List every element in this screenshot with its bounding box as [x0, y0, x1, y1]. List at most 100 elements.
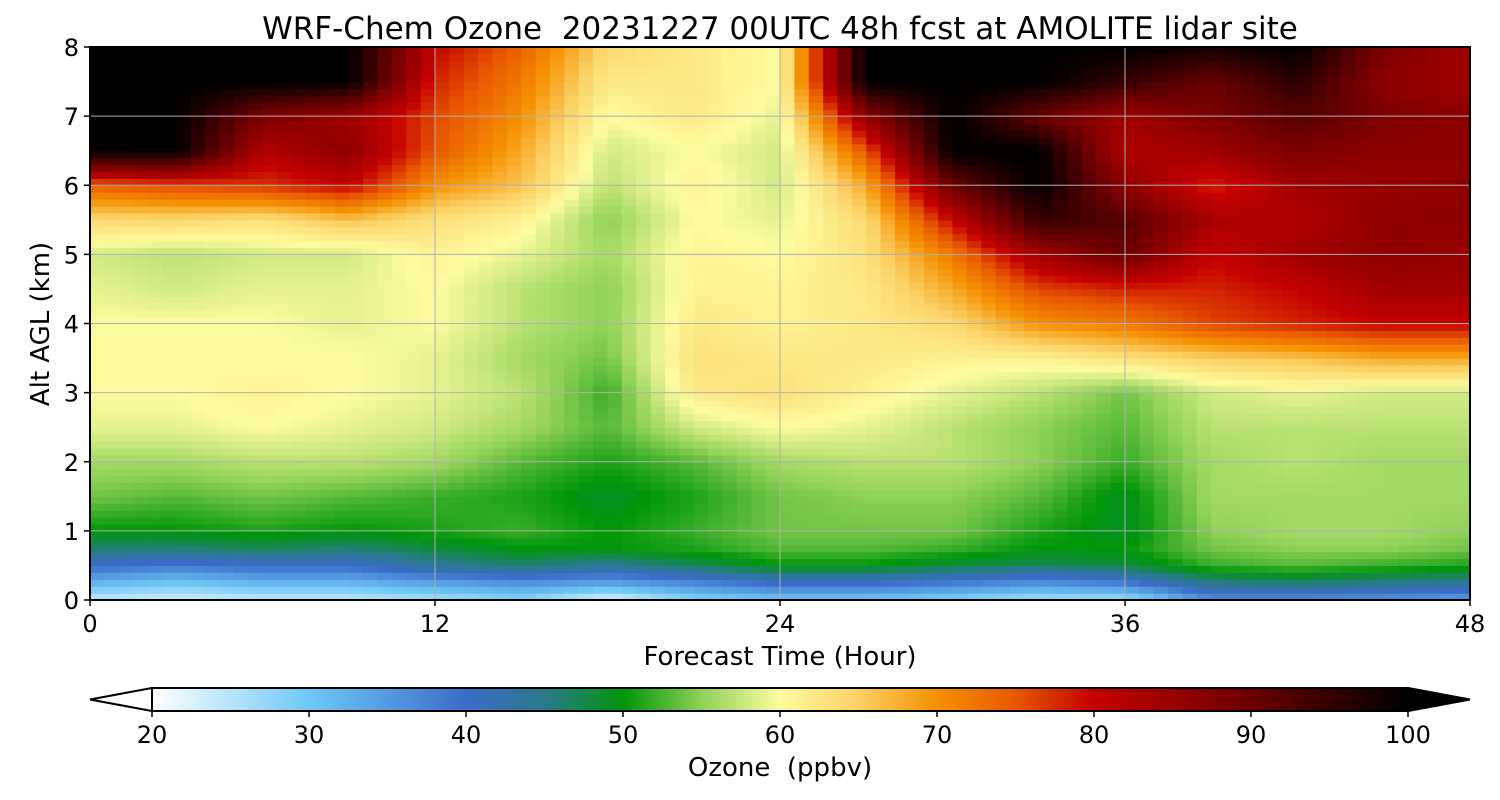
heatmap-cell	[1240, 503, 1255, 511]
heatmap-cell	[1326, 309, 1342, 318]
heatmap-cell	[147, 544, 163, 553]
heatmap-cell	[1297, 468, 1313, 477]
heatmap-cell	[435, 441, 450, 449]
heatmap-cell	[938, 309, 954, 318]
heatmap-cell	[535, 268, 551, 276]
heatmap-cell	[636, 282, 652, 290]
heatmap-cell	[1340, 413, 1356, 421]
heatmap-cell	[492, 523, 508, 532]
heatmap-cell	[665, 503, 680, 511]
heatmap-cell	[1168, 530, 1184, 539]
heatmap-cell	[621, 586, 637, 594]
heatmap-cell	[320, 344, 335, 352]
heatmap-cell	[219, 247, 235, 255]
heatmap-cell	[1398, 385, 1414, 394]
heatmap-cell	[1426, 551, 1442, 560]
heatmap-cell	[550, 565, 565, 573]
heatmap-cell	[1283, 351, 1299, 359]
heatmap-cell	[564, 254, 580, 262]
heatmap-cell	[578, 468, 594, 477]
heatmap-cell	[679, 447, 695, 456]
heatmap-cell	[966, 371, 982, 380]
heatmap-cell	[205, 302, 220, 311]
heatmap-cell	[1297, 337, 1313, 345]
heatmap-cell	[966, 288, 982, 297]
heatmap-cell	[521, 399, 537, 408]
heatmap-cell	[780, 593, 795, 601]
heatmap-cell	[1412, 530, 1428, 539]
heatmap-cell	[981, 565, 997, 573]
heatmap-cell	[1010, 275, 1025, 283]
heatmap-cell	[880, 240, 896, 249]
heatmap-cell	[1053, 364, 1069, 373]
heatmap-cell	[406, 247, 422, 255]
heatmap-cell	[550, 344, 565, 352]
heatmap-cell	[1369, 288, 1385, 297]
heatmap-cell	[1081, 371, 1097, 380]
heatmap-cell	[262, 316, 278, 325]
heatmap-cell	[765, 523, 781, 532]
heatmap-cell	[736, 510, 752, 518]
heatmap-cell	[736, 364, 752, 373]
heatmap-cell	[463, 593, 479, 601]
heatmap-cell	[1168, 461, 1184, 470]
heatmap-cell	[966, 282, 982, 290]
heatmap-cell	[995, 295, 1011, 304]
heatmap-cell	[981, 475, 997, 484]
heatmap-cell	[550, 268, 565, 276]
heatmap-cell	[1369, 427, 1385, 435]
heatmap-cell	[1010, 254, 1025, 262]
heatmap-cell	[1283, 385, 1299, 394]
heatmap-cell	[650, 406, 666, 414]
heatmap-cell	[1139, 558, 1155, 567]
heatmap-cell	[1196, 282, 1212, 290]
heatmap-cell	[1426, 378, 1442, 387]
heatmap-cell	[377, 565, 393, 573]
heatmap-cell	[1283, 254, 1299, 262]
heatmap-cell	[837, 261, 853, 269]
heatmap-cell	[1182, 288, 1198, 297]
heatmap-cell	[1369, 579, 1385, 587]
heatmap-cell	[679, 344, 695, 352]
heatmap-cell	[219, 434, 235, 442]
heatmap-cell	[895, 330, 910, 338]
heatmap-cell	[176, 496, 192, 504]
heatmap-cell	[564, 378, 580, 387]
heatmap-cell	[334, 316, 350, 325]
heatmap-cell	[780, 268, 795, 276]
heatmap-cell	[104, 330, 120, 338]
heatmap-cell	[607, 302, 623, 311]
heatmap-cell	[1455, 282, 1471, 290]
heatmap-cell	[535, 434, 551, 442]
heatmap-cell	[363, 461, 379, 470]
heatmap-cell	[938, 482, 954, 490]
heatmap-cell	[90, 247, 105, 255]
heatmap-cell	[578, 572, 594, 580]
heatmap-cell	[205, 482, 220, 490]
heatmap-cell	[1383, 503, 1399, 511]
heatmap-cell	[780, 579, 795, 587]
heatmap-cell	[205, 371, 220, 380]
heatmap-cell	[621, 475, 637, 484]
heatmap-cell	[305, 406, 321, 414]
heatmap-cell	[1110, 282, 1126, 290]
heatmap-cell	[1383, 482, 1399, 490]
heatmap-cell	[276, 523, 292, 532]
heatmap-cell	[435, 261, 450, 269]
heatmap-cell	[320, 330, 335, 338]
heatmap-cell	[765, 399, 781, 408]
heatmap-cell	[463, 268, 479, 276]
heatmap-cell	[880, 544, 896, 553]
heatmap-cell	[765, 302, 781, 311]
heatmap-cell	[1455, 323, 1471, 332]
heatmap-cell	[233, 385, 249, 394]
heatmap-cell	[334, 482, 350, 490]
heatmap-cell	[219, 586, 235, 594]
heatmap-cell	[90, 261, 105, 269]
heatmap-cell	[1125, 385, 1140, 394]
heatmap-cell	[248, 503, 264, 511]
heatmap-cell	[147, 323, 163, 332]
heatmap-cell	[1196, 441, 1212, 449]
heatmap-cell	[1326, 316, 1342, 325]
heatmap-cell	[190, 586, 206, 594]
